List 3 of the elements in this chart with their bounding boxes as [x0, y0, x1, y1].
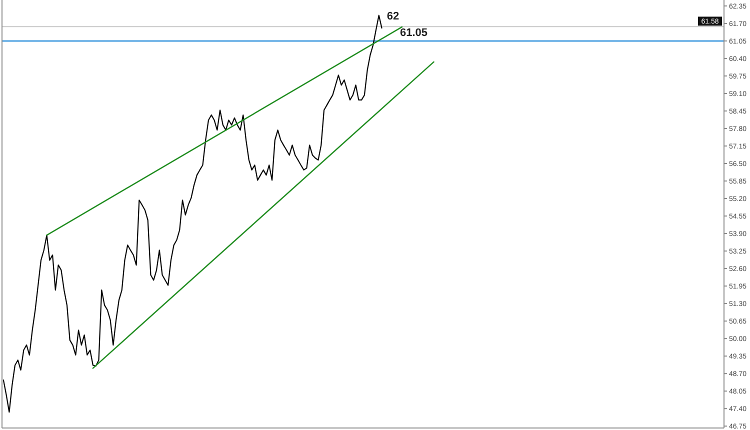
line-series [2, 14, 382, 413]
annotation: 62 [386, 10, 400, 22]
ref-line-label: 61.05 [400, 26, 428, 39]
